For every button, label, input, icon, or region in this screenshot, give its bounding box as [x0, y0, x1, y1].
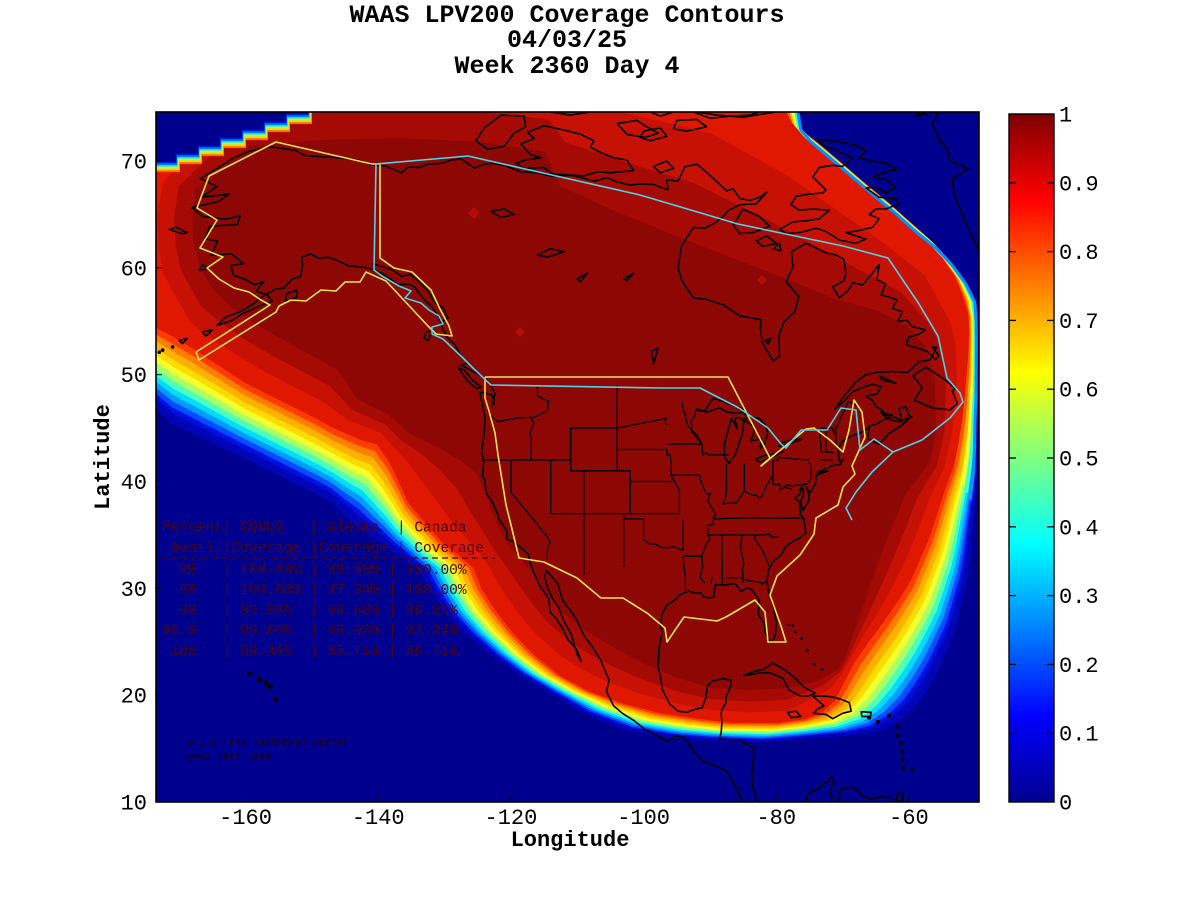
- svg-text:99 | 99.88% | 96.68% | 99.8: 99 | 99.88% | 96.68% | 99.83%: [162, 603, 458, 619]
- svg-text:WAAS Test Team: WAAS Test Team: [187, 753, 271, 764]
- svg-text:20: 20: [121, 685, 147, 710]
- svg-text:99.9 | 99.66% | 96.03% | 97: 99.9 | 99.66% | 96.03% | 97.54%: [162, 624, 458, 640]
- svg-text:-140: -140: [352, 806, 405, 831]
- svg-text:60: 60: [121, 257, 147, 282]
- svg-text:1: 1: [1059, 104, 1072, 129]
- svg-text:Avail.|Coverage |Coverage | Co: Avail.|Coverage |Coverage | Coverage: [162, 541, 484, 557]
- svg-text:-60: -60: [889, 806, 929, 831]
- svg-text:Longitude: Longitude: [511, 828, 630, 853]
- svg-text:0.9: 0.9: [1059, 172, 1099, 197]
- svg-text:-160: -160: [219, 806, 272, 831]
- svg-text:0: 0: [1059, 792, 1072, 817]
- svg-text:0.6: 0.6: [1059, 379, 1099, 404]
- svg-text:0.5: 0.5: [1059, 448, 1099, 473]
- svg-text:W.J.H. FAA Technical Center: W.J.H. FAA Technical Center: [187, 738, 349, 750]
- svg-text:70: 70: [121, 151, 147, 176]
- svg-text:30: 30: [121, 578, 147, 603]
- svg-text:-100: -100: [617, 806, 670, 831]
- svg-text:0.4: 0.4: [1059, 516, 1099, 541]
- svg-text:04/03/25: 04/03/25: [507, 26, 627, 55]
- svg-text:0.1: 0.1: [1059, 723, 1099, 748]
- svg-text:0.8: 0.8: [1059, 241, 1099, 266]
- svg-text:0.2: 0.2: [1059, 654, 1099, 679]
- svg-text:Week 2360 Day 4: Week 2360 Day 4: [454, 52, 679, 81]
- svg-text:0.7: 0.7: [1059, 310, 1099, 335]
- svg-text:10: 10: [121, 792, 147, 817]
- svg-text:98 | 100.00% | 97.34% | 100.: 98 | 100.00% | 97.34% | 100.00%: [162, 583, 467, 599]
- svg-text:Latitude: Latitude: [91, 404, 116, 510]
- svg-text:95 | 100.00% | 98.99% | 100.: 95 | 100.00% | 98.99% | 100.00%: [162, 563, 467, 579]
- svg-text:40: 40: [121, 471, 147, 496]
- svg-text:-80: -80: [756, 806, 796, 831]
- svg-text:0.3: 0.3: [1059, 585, 1099, 610]
- svg-text:50: 50: [121, 364, 147, 389]
- svg-text:-120: -120: [485, 806, 538, 831]
- svg-text:100 | 99.44% | 95.71% | 96.: 100 | 99.44% | 95.71% | 96.71%: [162, 644, 458, 660]
- svg-text:Percent| CONUS | Alaska | C: Percent| CONUS | Alaska | Canada: [162, 521, 467, 537]
- svg-text:WAAS LPV200 Coverage Contours: WAAS LPV200 Coverage Contours: [349, 1, 784, 30]
